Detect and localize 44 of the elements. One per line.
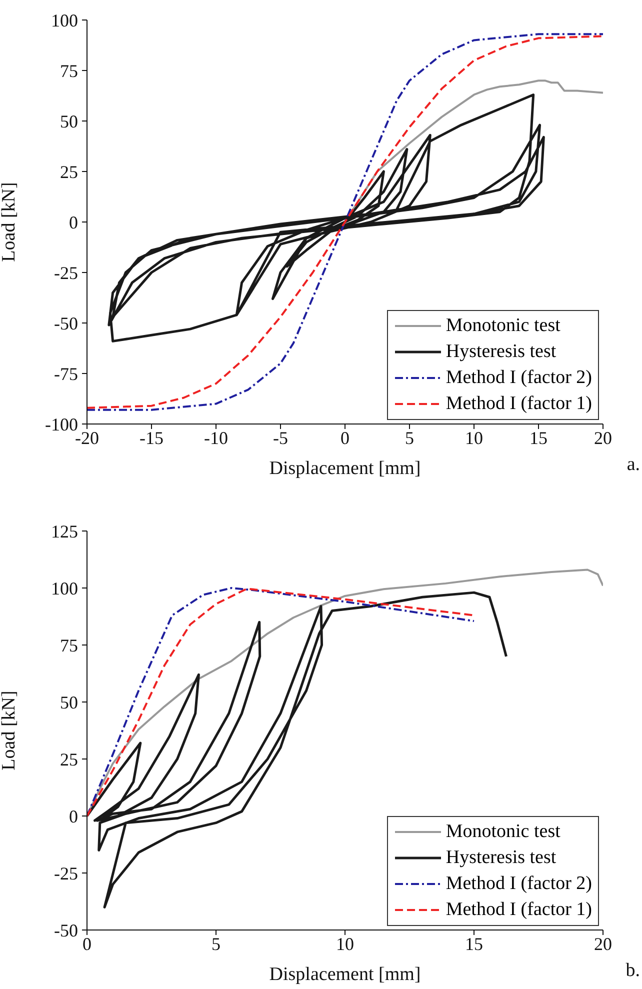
legend-label: Method I (factor 1) — [446, 899, 592, 921]
text: b. — [626, 960, 640, 982]
y-tick-label: 75 — [60, 635, 78, 656]
x-axis-title: Displacement [mm] — [269, 458, 421, 479]
x-tick-label: 0 — [340, 428, 350, 448]
y-tick-label: 50 — [60, 692, 78, 712]
x-tick-label: 10 — [336, 934, 354, 954]
x-tick-label: 0 — [82, 934, 92, 954]
y-tick-label: 0 — [69, 212, 78, 232]
legend-label: Monotonic test — [446, 315, 560, 337]
legend-label: Hysteresis test — [446, 847, 556, 869]
y-axis-title: Load [kN] — [0, 182, 20, 262]
y-tick-label: 100 — [51, 578, 78, 598]
y-tick-label: 25 — [60, 162, 78, 182]
y-tick-label: 125 — [51, 521, 78, 542]
legend-label: Monotonic test — [446, 821, 560, 843]
y-tick-label: 25 — [60, 749, 78, 770]
x-tick-label: 5 — [405, 428, 414, 448]
y-tick-label: -25 — [54, 863, 78, 884]
y-tick-label: -50 — [54, 920, 78, 940]
y-tick-label: 100 — [51, 10, 78, 30]
y-tick-label: -25 — [54, 262, 78, 283]
x-tick-label: -15 — [140, 428, 164, 448]
legend-label: Method I (factor 2) — [446, 367, 592, 389]
y-tick-label: -100 — [45, 414, 78, 434]
x-tick-label: -10 — [204, 428, 228, 448]
legend-label: Method I (factor 1) — [446, 393, 592, 415]
y-tick-label: -50 — [54, 313, 78, 334]
x-axis-title: Displacement [mm] — [269, 964, 421, 985]
x-tick-label: 15 — [530, 428, 548, 448]
y-tick-label: 75 — [60, 60, 78, 81]
y-tick-label: -75 — [54, 364, 78, 384]
y-tick-label: 50 — [60, 111, 78, 132]
x-tick-label: -5 — [273, 428, 288, 448]
x-tick-label: 20 — [594, 428, 612, 448]
x-tick-label: 15 — [465, 934, 483, 954]
x-tick-label: 5 — [212, 934, 220, 954]
x-tick-label: 10 — [465, 428, 483, 448]
legend-label: Method I (factor 2) — [446, 873, 592, 895]
text: a. — [626, 454, 640, 476]
y-tick-label: 0 — [69, 806, 78, 826]
x-tick-label: 20 — [594, 934, 612, 954]
y-axis-title: Load [kN] — [0, 690, 20, 770]
legend-label: Hysteresis test — [446, 341, 556, 363]
